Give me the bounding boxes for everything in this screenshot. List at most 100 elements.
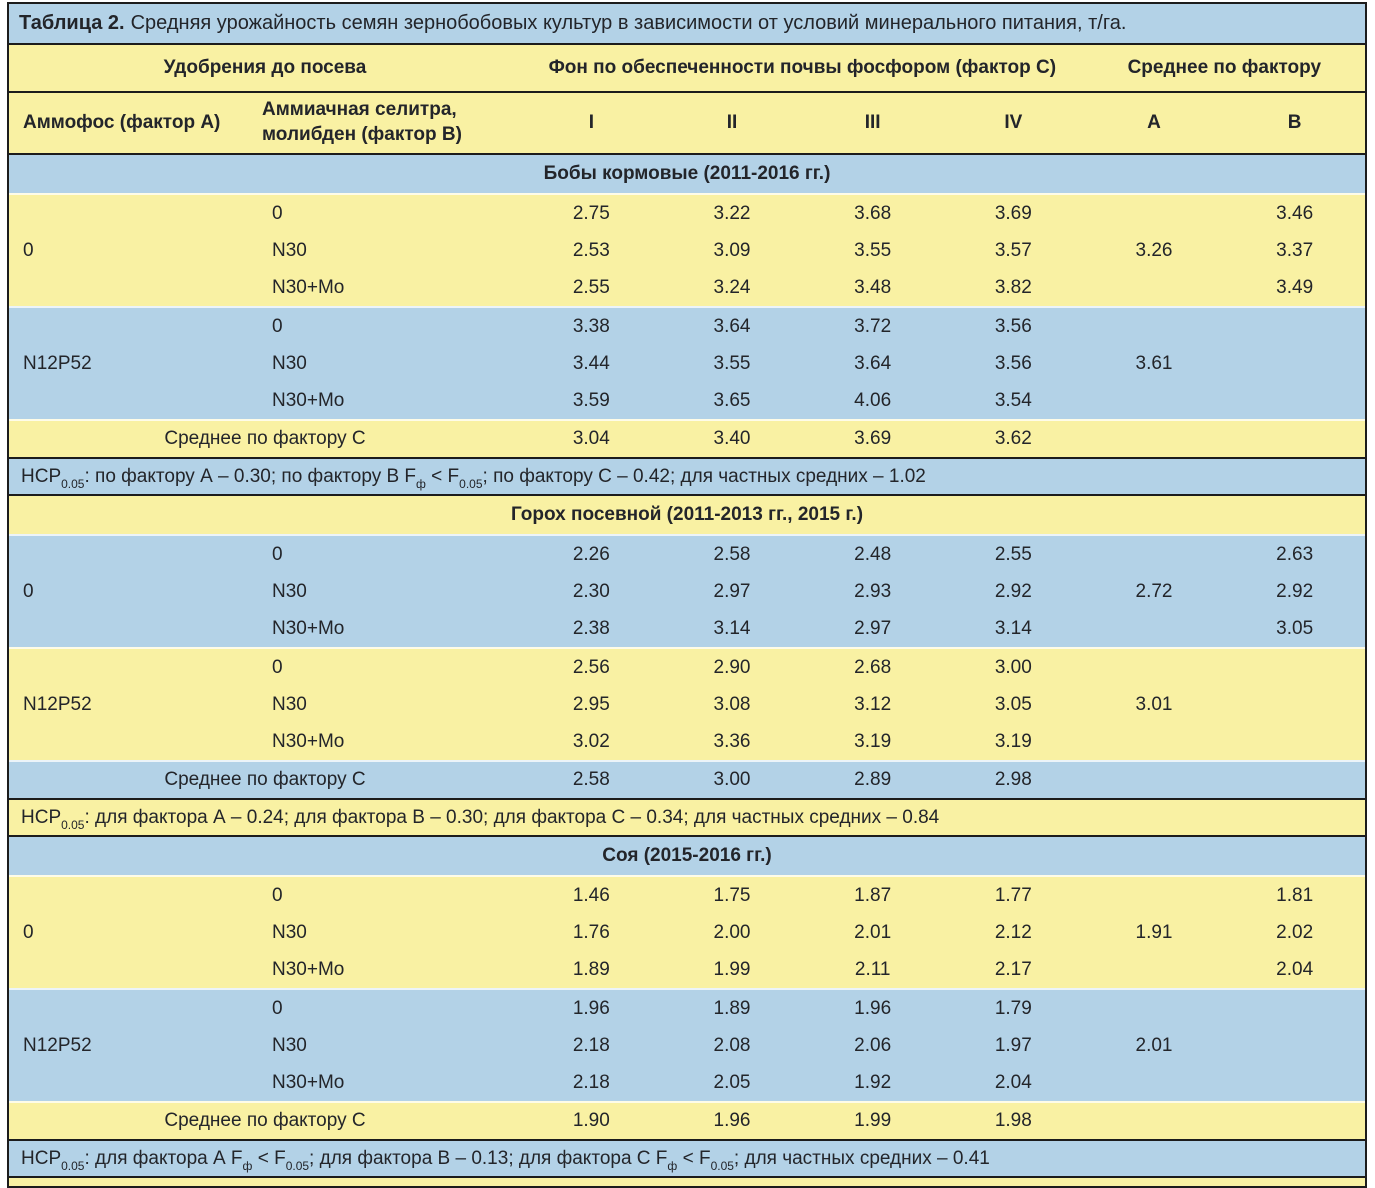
- factor-b-label: 0: [272, 997, 283, 1019]
- value-cell: 2.48: [854, 543, 892, 565]
- factor-b-label: N30: [272, 239, 307, 261]
- value-cell: 1.81: [1276, 884, 1314, 906]
- lsd-text: ; по фактору С – 0.42; для частных средн…: [482, 465, 926, 487]
- subscript: ф: [416, 476, 426, 491]
- header-group-phosphorus: Фон по обеспеченности почвы фосфором (фа…: [548, 57, 1057, 78]
- mean-row-label: Среднее по фактору С: [164, 1110, 366, 1131]
- mean-value-cell: 3.00: [713, 769, 751, 790]
- value-cell: 3.14: [713, 617, 751, 639]
- mean-value-cell: [1224, 762, 1365, 798]
- value-cell: 1.79: [994, 997, 1032, 1019]
- value-cell: 2.00: [713, 921, 751, 943]
- factor-a-label: 0: [23, 921, 34, 943]
- lsd-text: НСР: [21, 465, 62, 487]
- subscript: 0.05: [710, 1158, 734, 1173]
- value-cell: [1084, 990, 1225, 1027]
- mean-value-cell: 1.96: [713, 1110, 751, 1131]
- value-cell: 2.38: [572, 617, 610, 639]
- factor-b-label: N30+Mo: [272, 389, 345, 411]
- value-cell: 2.06: [854, 1034, 892, 1056]
- mean-value-cell: [1224, 421, 1365, 457]
- value-cell: 3.05: [1276, 617, 1314, 639]
- value-cell: [1084, 951, 1225, 988]
- value-cell: 2.97: [854, 617, 892, 639]
- value-cell: [1224, 382, 1365, 419]
- value-cell: 2.02: [1276, 921, 1314, 943]
- value-cell: 2.58: [713, 543, 751, 565]
- value-cell: 3.12: [854, 693, 892, 715]
- mean-value-cell: 2.58: [572, 769, 610, 790]
- value-cell: 3.37: [1276, 239, 1314, 261]
- subscript: 0.05: [285, 1158, 310, 1173]
- value-cell: 1.97: [994, 1034, 1032, 1056]
- value-cell: 2.04: [994, 1071, 1032, 1093]
- value-cell: 3.09: [713, 239, 751, 261]
- yield-table: Таблица 2. Средняя урожайность семян зер…: [7, 2, 1367, 1188]
- value-cell: 2.17: [994, 958, 1032, 980]
- value-cell: [1084, 610, 1225, 647]
- value-cell: 2.53: [572, 239, 610, 261]
- value-cell: 1.87: [854, 884, 892, 906]
- value-cell: [1224, 686, 1365, 723]
- value-cell: 3.19: [994, 730, 1032, 752]
- factor-b-label: N30+Mo: [272, 617, 345, 639]
- header-col-II: II: [726, 112, 738, 133]
- factor-a-label: N12P52: [23, 352, 92, 374]
- mean-value-cell: 3.62: [994, 428, 1032, 449]
- value-cell: 3.01: [1135, 693, 1173, 715]
- header-col-I: I: [588, 112, 594, 133]
- value-cell: 3.00: [994, 656, 1032, 678]
- lsd-text: < F: [677, 1147, 711, 1169]
- lsd-row: НСР 0.05: по фактору А – 0.30; по фактору…: [9, 457, 1365, 496]
- value-cell: 1.89: [572, 958, 610, 980]
- value-cell: 2.55: [994, 543, 1032, 565]
- factor-a-block: 0 0 2.75 3.22 3.68 3.69 3.46 N30 2.53 3.09 3.55 3.5…: [9, 193, 1365, 306]
- header-factor-b: Аммиачная селитра, молибден (фактор В): [262, 93, 521, 153]
- value-cell: 2.92: [994, 580, 1032, 602]
- value-cell: 1.96: [854, 997, 892, 1019]
- lsd-text: НСР: [21, 1147, 62, 1169]
- section-header: Бобы кормовые (2011-2016 гг.): [9, 155, 1365, 193]
- value-cell: [1224, 308, 1365, 345]
- factor-a-block: N12P52 0 1.96 1.89 1.96 1.79 N30 2.18 2.08 2.06 1.…: [9, 988, 1365, 1101]
- header-groups-row: Удобрения до посева Фон по обеспеченност…: [9, 45, 1365, 93]
- value-cell: 1.46: [572, 884, 610, 906]
- value-cell: [1084, 723, 1225, 760]
- value-cell: 3.24: [713, 276, 751, 298]
- table-caption-text: Средняя урожайность семян зернобобовых к…: [130, 12, 1127, 34]
- value-cell: [1084, 649, 1225, 686]
- factor-a-block: N12P52 0 3.38 3.64 3.72 3.56 N30 3.44 3.55 3.64 3.…: [9, 306, 1365, 419]
- factor-a-block: 0 0 2.26 2.58 2.48 2.55 2.63 N30 2.30 2.97 2.93 2.9…: [9, 534, 1365, 647]
- value-cell: 3.08: [713, 693, 751, 715]
- subscript: 0.05: [61, 476, 85, 491]
- header-col-B: В: [1287, 112, 1302, 133]
- section-title: Горох посевной (2011-2013 гг., 2015 г.): [510, 504, 864, 525]
- lsd-text: ; для фактора В – 0.13; для фактора С F: [309, 1147, 668, 1169]
- value-cell: 2.92: [1276, 580, 1314, 602]
- value-cell: 2.18: [572, 1034, 610, 1056]
- value-cell: 1.91: [1135, 921, 1173, 943]
- factor-b-label: N30+Mo: [272, 730, 345, 752]
- value-cell: 3.65: [713, 389, 751, 411]
- mean-value-cell: [1084, 1103, 1225, 1139]
- value-cell: 1.75: [713, 884, 751, 906]
- value-cell: 3.56: [994, 315, 1032, 337]
- mean-value-cell: 3.40: [713, 428, 751, 449]
- factor-b-label: 0: [272, 543, 283, 565]
- lsd-text: : для фактора А – 0.24; для фактора В – …: [84, 806, 940, 828]
- factor-b-label: 0: [272, 656, 283, 678]
- header-col-III: III: [864, 112, 881, 133]
- value-cell: 3.46: [1276, 202, 1314, 224]
- value-cell: 2.11: [854, 958, 891, 980]
- value-cell: [1224, 649, 1365, 686]
- table-caption-number: Таблица 2.: [19, 12, 125, 34]
- mean-value-cell: [1084, 421, 1225, 457]
- value-cell: 2.90: [713, 656, 751, 678]
- value-cell: [1224, 1064, 1365, 1101]
- value-cell: 3.64: [854, 352, 892, 374]
- header-factor-b-line2: молибден (фактор В): [262, 124, 462, 145]
- table-caption: Таблица 2. Средняя урожайность семян зер…: [9, 4, 1365, 45]
- factor-b-label: N30: [272, 1034, 307, 1056]
- subscript: 0.05: [459, 476, 483, 491]
- factor-a-label: N12P52: [23, 1034, 92, 1056]
